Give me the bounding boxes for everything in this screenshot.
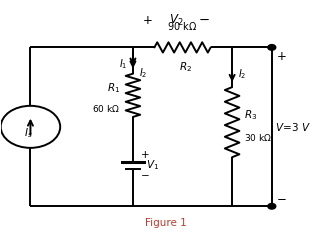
- Text: −: −: [199, 14, 209, 27]
- Text: $R_2$: $R_2$: [179, 60, 192, 74]
- Text: −: −: [277, 193, 287, 206]
- Text: $V_2$: $V_2$: [169, 13, 183, 28]
- Text: $I_2$: $I_2$: [139, 66, 147, 80]
- Text: $I_1$: $I_1$: [120, 57, 128, 71]
- Text: −: −: [141, 171, 150, 181]
- Text: 90 k$\Omega$: 90 k$\Omega$: [167, 20, 198, 32]
- Text: +: +: [143, 14, 153, 27]
- Circle shape: [268, 204, 276, 209]
- Text: Figure 1: Figure 1: [145, 219, 187, 228]
- Text: +: +: [141, 150, 150, 160]
- Text: $R_3$: $R_3$: [244, 108, 257, 122]
- Text: $V\!=\!3$ V: $V\!=\!3$ V: [275, 121, 311, 133]
- Text: +: +: [277, 50, 287, 63]
- Text: $V_1$: $V_1$: [146, 158, 159, 172]
- Text: $I_2$: $I_2$: [238, 67, 246, 81]
- Text: $I_s$: $I_s$: [25, 126, 33, 140]
- Text: 60 k$\Omega$: 60 k$\Omega$: [92, 103, 120, 114]
- Circle shape: [268, 45, 276, 50]
- Text: $R_1$: $R_1$: [107, 81, 120, 95]
- Text: 30 k$\Omega$: 30 k$\Omega$: [244, 132, 272, 143]
